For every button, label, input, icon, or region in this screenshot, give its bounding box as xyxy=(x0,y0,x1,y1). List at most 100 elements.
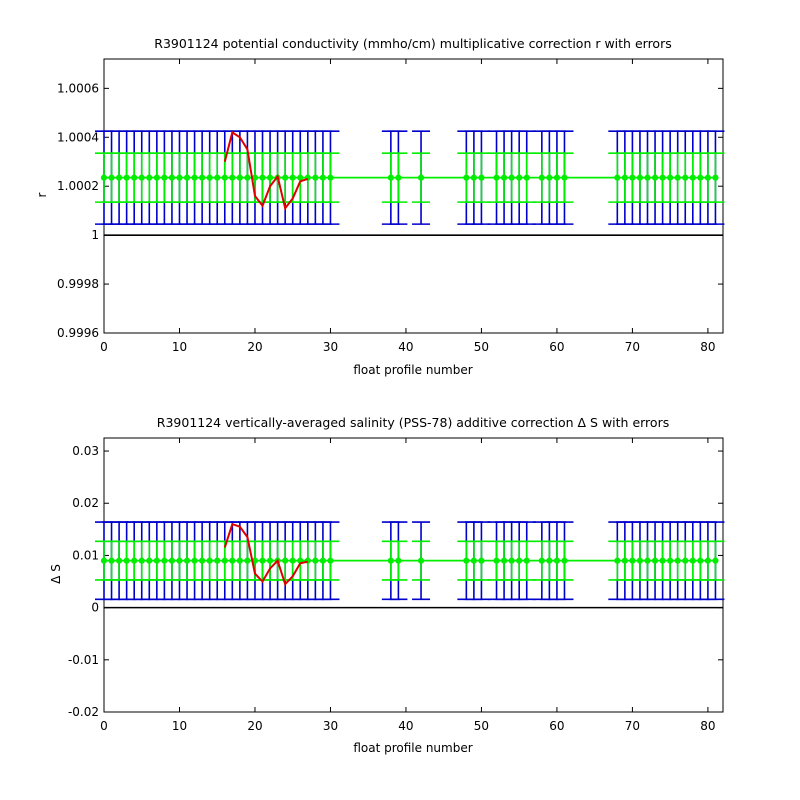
fit-marker xyxy=(659,174,666,181)
fit-marker xyxy=(138,174,145,181)
fit-marker xyxy=(244,557,251,564)
fit-marker xyxy=(115,557,123,564)
fit-marker xyxy=(493,557,500,564)
fit-marker xyxy=(667,557,674,564)
x-tick-label: 70 xyxy=(625,340,640,354)
fit-marker xyxy=(153,174,160,181)
fit-marker xyxy=(312,174,319,181)
x-tick-label: 40 xyxy=(398,340,413,354)
fit-marker xyxy=(206,174,213,181)
fit-marker xyxy=(644,557,651,564)
fit-marker xyxy=(244,174,251,181)
y-tick-label: -0.02 xyxy=(68,705,99,719)
fit-marker xyxy=(123,557,130,564)
fit-marker xyxy=(636,174,644,181)
fit-marker xyxy=(176,174,183,181)
y-axis-label: Δ S xyxy=(49,564,63,584)
fit-marker xyxy=(667,174,674,181)
fit-marker xyxy=(561,557,568,564)
fit-marker xyxy=(161,557,168,564)
fit-marker xyxy=(168,174,176,181)
fit-marker xyxy=(168,557,176,564)
chart-title: R3901124 potential conductivity (mmho/cm… xyxy=(154,36,671,51)
fit-marker xyxy=(674,557,681,564)
fit-marker xyxy=(697,174,704,181)
y-tick-label: 0.02 xyxy=(72,496,99,510)
x-tick-label: 0 xyxy=(100,719,108,733)
fit-marker xyxy=(463,557,470,564)
fit-marker xyxy=(100,557,108,564)
fit-marker xyxy=(123,174,130,181)
profile-correction-line xyxy=(223,130,309,211)
salinity-correction-panel: R3901124 vertically-averaged salinity (P… xyxy=(49,415,725,755)
fit-marker xyxy=(629,174,636,181)
fit-marker xyxy=(523,557,530,564)
x-tick-label: 30 xyxy=(323,719,338,733)
fit-marker xyxy=(221,557,228,564)
fit-marker xyxy=(500,557,508,564)
fit-marker xyxy=(176,557,183,564)
fit-marker xyxy=(312,557,319,564)
fit-marker xyxy=(516,174,523,181)
fit-marker xyxy=(183,174,191,181)
profile-correction-line xyxy=(223,522,309,587)
x-tick-label: 60 xyxy=(549,340,564,354)
fit-marker xyxy=(214,557,221,564)
y-tick-label: 1.0002 xyxy=(57,179,99,193)
fit-marker xyxy=(689,174,696,181)
y-tick-label: 0 xyxy=(91,601,99,615)
fit-marker xyxy=(282,557,289,564)
x-tick-label: 50 xyxy=(474,340,489,354)
fit-marker xyxy=(478,557,485,564)
fit-marker xyxy=(191,174,198,181)
fit-marker xyxy=(697,557,704,564)
fit-marker xyxy=(470,174,477,181)
fit-marker xyxy=(712,557,719,564)
fit-marker xyxy=(229,174,236,181)
fit-marker xyxy=(266,557,274,564)
fit-marker xyxy=(470,557,477,564)
fit-marker xyxy=(629,557,636,564)
fit-marker xyxy=(138,557,145,564)
x-tick-label: 80 xyxy=(700,719,715,733)
fit-marker xyxy=(108,174,115,181)
x-tick-label: 70 xyxy=(625,719,640,733)
fit-marker xyxy=(712,174,719,181)
fit-marker xyxy=(651,557,659,564)
fit-marker xyxy=(206,557,213,564)
fit-marker xyxy=(689,557,696,564)
fit-marker xyxy=(478,174,485,181)
fit-marker xyxy=(214,174,221,181)
fit-marker xyxy=(221,174,228,181)
fit-marker xyxy=(417,557,425,564)
fit-marker xyxy=(327,557,334,564)
fit-marker xyxy=(199,174,206,181)
plot-area: 0 10 20 30 40 50 60 70 80 -0.02 -0.01 0 0.01 0.02 0.03 xyxy=(68,437,725,733)
fit-marker xyxy=(131,557,138,564)
fit-marker xyxy=(319,557,327,564)
fit-marker xyxy=(546,557,553,564)
fit-marker xyxy=(674,174,681,181)
fit-marker xyxy=(644,174,651,181)
fit-marker xyxy=(651,174,659,181)
fit-marker xyxy=(395,557,402,564)
fit-marker xyxy=(319,174,327,181)
fit-marker xyxy=(614,174,621,181)
fit-marker xyxy=(146,557,153,564)
fit-marker xyxy=(387,174,394,181)
fit-marker xyxy=(682,557,689,564)
fit-marker xyxy=(259,174,266,181)
fit-marker xyxy=(327,174,334,181)
x-tick-label: 20 xyxy=(247,719,262,733)
fit-marker xyxy=(553,557,561,564)
fit-marker xyxy=(289,557,296,564)
fit-marker xyxy=(297,174,304,181)
fit-marker xyxy=(236,557,243,564)
y-tick-label: 0.03 xyxy=(72,444,99,458)
conductivity-correction-panel: R3901124 potential conductivity (mmho/cm… xyxy=(35,36,725,377)
x-tick-label: 30 xyxy=(323,340,338,354)
x-tick-label: 20 xyxy=(247,340,262,354)
x-tick-label: 40 xyxy=(398,719,413,733)
fit-marker xyxy=(131,174,138,181)
y-axis-label: r xyxy=(35,192,49,197)
